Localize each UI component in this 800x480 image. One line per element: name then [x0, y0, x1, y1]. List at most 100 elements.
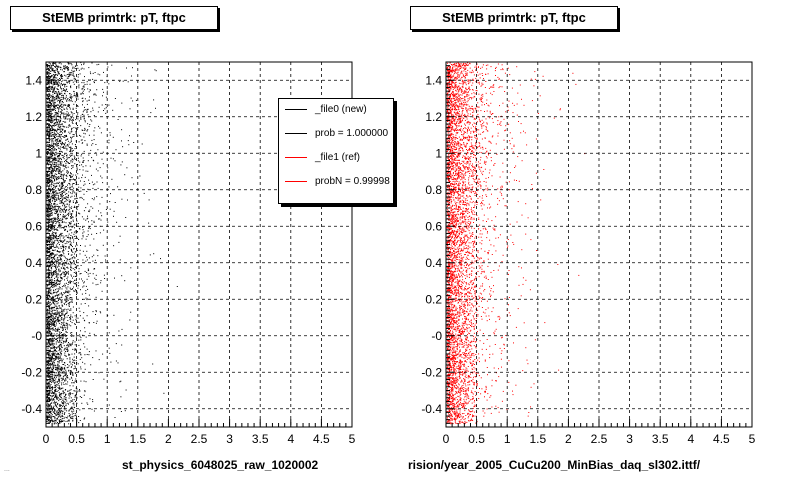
data-point [62, 375, 64, 377]
data-point [59, 73, 60, 75]
data-point [64, 389, 66, 391]
data-point [74, 315, 76, 317]
data-point [73, 178, 74, 180]
data-point [56, 132, 58, 134]
data-point [61, 380, 63, 382]
data-point [48, 160, 50, 162]
data-point [63, 396, 65, 398]
data-point [69, 393, 71, 395]
data-point [63, 318, 65, 320]
data-point [48, 208, 50, 210]
data-point [51, 148, 53, 150]
data-point [63, 115, 64, 117]
data-point [74, 395, 76, 396]
data-point [110, 157, 112, 159]
data-point [71, 263, 73, 265]
data-point [53, 368, 54, 370]
data-point [74, 368, 76, 369]
data-point [59, 293, 61, 295]
data-point [69, 237, 71, 238]
data-point [47, 257, 48, 259]
data-point [65, 324, 67, 326]
data-point [50, 161, 52, 163]
data-point [49, 128, 51, 130]
data-point [49, 404, 51, 406]
data-point [53, 77, 55, 79]
data-point [77, 259, 79, 260]
data-point [49, 157, 51, 159]
data-point [50, 313, 52, 315]
data-point [50, 286, 52, 288]
data-point [68, 413, 70, 414]
data-point [51, 297, 52, 299]
data-point [49, 264, 51, 266]
data-point [54, 260, 56, 262]
data-point [61, 245, 63, 247]
data-point [54, 191, 56, 193]
data-point [52, 138, 53, 140]
data-point [70, 97, 71, 99]
data-point [50, 108, 52, 110]
data-point [76, 209, 78, 211]
data-point [54, 418, 56, 420]
data-point [52, 356, 53, 358]
data-point [69, 229, 71, 231]
data-point [47, 264, 49, 266]
data-point [53, 99, 55, 101]
data-point [85, 292, 87, 294]
data-point [99, 311, 101, 313]
data-point [54, 66, 56, 67]
data-point [66, 297, 68, 299]
data-point [59, 254, 61, 256]
data-point [71, 165, 73, 167]
data-point [63, 368, 65, 370]
data-point [48, 70, 50, 72]
data-point [81, 238, 83, 240]
data-point [50, 148, 52, 150]
data-point [108, 404, 110, 406]
data-point [63, 168, 65, 170]
data-point [53, 241, 55, 243]
data-point [51, 128, 53, 130]
data-point [50, 82, 52, 84]
data-point [71, 148, 73, 149]
data-point [67, 77, 69, 79]
data-point [52, 257, 54, 258]
data-point [83, 218, 85, 220]
data-point [49, 94, 51, 96]
data-point [56, 178, 58, 180]
data-point [68, 124, 70, 126]
data-point [59, 305, 60, 307]
data-point [70, 150, 72, 152]
data-point [46, 64, 48, 66]
data-point [61, 334, 63, 336]
data-point [96, 154, 98, 156]
data-point [153, 99, 155, 101]
data-point [56, 418, 58, 419]
data-point [68, 302, 70, 304]
data-point [47, 132, 48, 134]
data-point [78, 278, 80, 280]
data-point [48, 260, 50, 262]
data-point [51, 278, 53, 280]
data-point [61, 129, 63, 131]
data-point [59, 237, 61, 239]
data-point [77, 363, 79, 365]
data-point [154, 69, 156, 71]
data-point [56, 111, 58, 113]
data-point [49, 120, 51, 122]
data-point [48, 238, 50, 240]
data-point [52, 65, 54, 66]
data-point [98, 125, 99, 127]
data-point [48, 410, 50, 412]
data-point [61, 404, 63, 406]
data-point [65, 186, 67, 187]
data-point [75, 202, 76, 204]
data-point [47, 173, 49, 175]
data-point [105, 261, 106, 263]
data-point [55, 219, 57, 221]
data-point [79, 420, 81, 421]
data-point [51, 68, 53, 70]
data-point [54, 317, 56, 319]
data-point [56, 312, 58, 314]
